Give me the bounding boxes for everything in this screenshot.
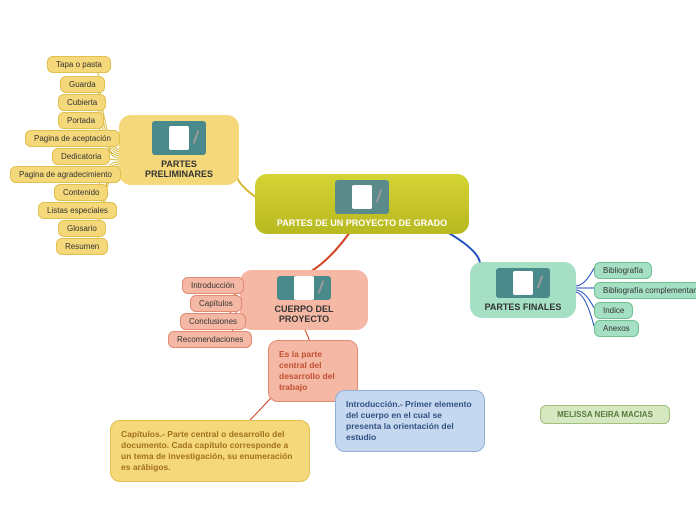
- list-item: Pagina de agradecimiento: [10, 166, 121, 183]
- list-item: Anexos: [594, 320, 639, 337]
- list-item: Contenido: [54, 184, 108, 201]
- list-item: Pagina de aceptación: [25, 130, 120, 147]
- author-label: MELISSA NEIRA MACIAS: [557, 410, 653, 419]
- callout: Capítulos.- Parte central o desarrollo d…: [110, 420, 310, 482]
- list-item: Bibliografía complementarias: [594, 282, 696, 299]
- preliminares-title: PARTES PRELIMINARES: [129, 159, 229, 179]
- list-item: Indice: [594, 302, 633, 319]
- center-title: PARTES DE UN PROYECTO DE GRADO: [277, 218, 447, 228]
- finales-node: PARTES FINALES: [470, 262, 576, 318]
- list-item: Guarda: [60, 76, 105, 93]
- document-icon: [277, 276, 331, 300]
- list-item: Glosario: [58, 220, 106, 237]
- list-item: Recomendaciones: [168, 331, 252, 348]
- list-item: Resumen: [56, 238, 108, 255]
- cuerpo-title: CUERPO DEL PROYECTO: [250, 304, 358, 324]
- document-icon: [496, 268, 550, 298]
- finales-title: PARTES FINALES: [485, 302, 562, 312]
- list-item: Bibliografía: [594, 262, 652, 279]
- list-item: Portada: [58, 112, 104, 129]
- list-item: Listas especiales: [38, 202, 117, 219]
- document-icon: [335, 180, 389, 214]
- list-item: Cubierta: [58, 94, 106, 111]
- center-node: PARTES DE UN PROYECTO DE GRADO: [255, 174, 469, 234]
- list-item: Tapa o pasta: [47, 56, 111, 73]
- author-badge: MELISSA NEIRA MACIAS: [540, 405, 670, 424]
- list-item: Dedicatoria: [52, 148, 110, 165]
- list-item: Conclusiones: [180, 313, 246, 330]
- list-item: Introducción: [182, 277, 244, 294]
- preliminares-node: PARTES PRELIMINARES: [119, 115, 239, 185]
- document-icon: [152, 121, 206, 155]
- callout: Introducción.- Primer elemento del cuerp…: [335, 390, 485, 452]
- cuerpo-node: CUERPO DEL PROYECTO: [240, 270, 368, 330]
- list-item: Capítulos: [190, 295, 242, 312]
